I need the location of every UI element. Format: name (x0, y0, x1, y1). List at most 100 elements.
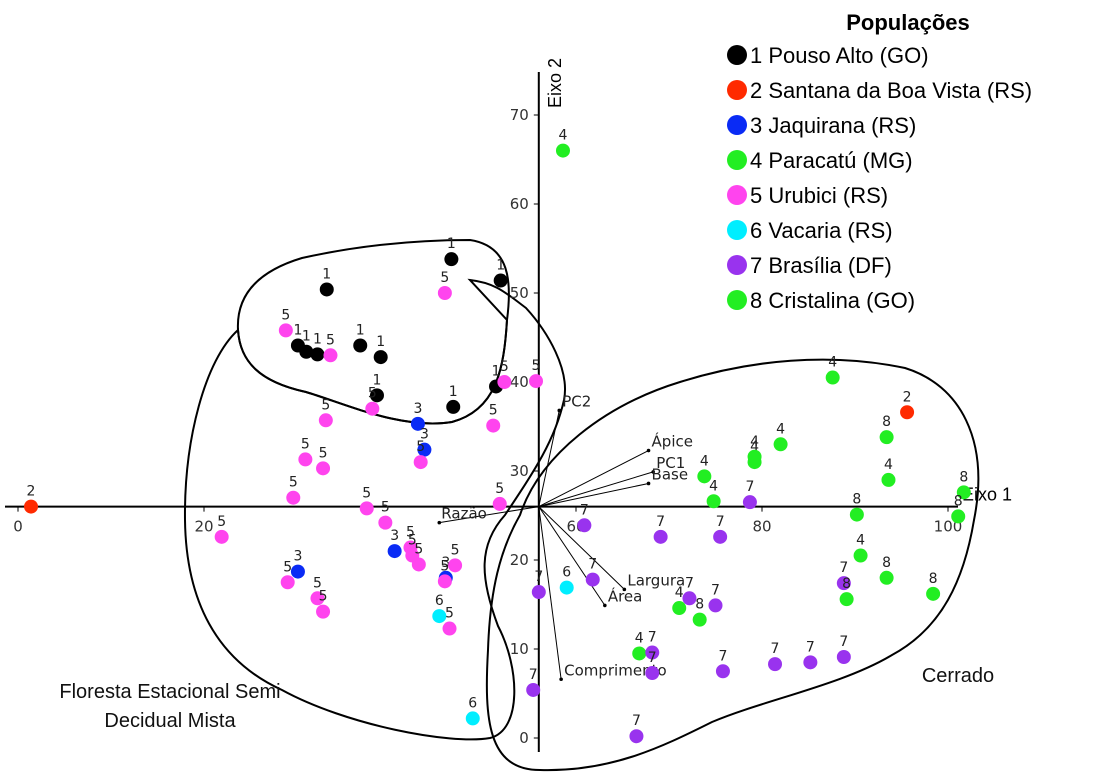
point-group-8 (839, 592, 854, 607)
point-group-3 (387, 544, 402, 559)
point-group-5 (318, 413, 333, 428)
point-label: 3 (420, 427, 429, 443)
point-label: 7 (632, 713, 641, 729)
point-group-2 (24, 499, 39, 514)
vector-tip (651, 470, 655, 474)
point-label: 3 (413, 401, 422, 417)
point-label: 3 (441, 555, 450, 571)
point-group-5 (298, 452, 313, 467)
point-label: 5 (406, 525, 415, 541)
vector-label: PC2 (562, 392, 591, 410)
point-group-5 (359, 501, 374, 516)
vector-comprimento (538, 506, 562, 680)
point-label: 7 (771, 641, 780, 657)
point-label: 5 (326, 332, 335, 348)
point-label: 7 (711, 582, 720, 598)
point-group-5 (529, 374, 544, 389)
point-group-8 (692, 612, 707, 627)
vector-área (538, 506, 606, 606)
vector-label: PC1 (656, 454, 685, 472)
point-label: 7 (588, 557, 597, 573)
point-label: 1 (376, 334, 385, 350)
point-group-4 (881, 472, 896, 487)
point-group-1 (319, 282, 334, 297)
point-group-7 (836, 576, 851, 591)
point-group-5 (278, 323, 293, 338)
point-label: 7 (648, 630, 657, 646)
y-tick-label: 0 (519, 729, 529, 747)
point-label: 5 (362, 485, 371, 501)
point-label: 4 (709, 478, 718, 494)
point-group-5 (286, 490, 301, 505)
vector-label: Ápice (652, 432, 693, 451)
point-label: 1 (302, 329, 311, 345)
point-group-8 (879, 570, 894, 585)
point-label: 5 (489, 403, 498, 419)
point-group-5 (437, 286, 452, 300)
point-group-5 (413, 455, 428, 470)
legend-swatch (727, 80, 747, 100)
point-label: 2 (27, 484, 36, 500)
vector-tip (437, 520, 442, 525)
point-label: 4 (750, 439, 759, 455)
point-group-1 (373, 350, 388, 365)
x-tick-label: 20 (194, 518, 213, 536)
legend-entry: 6 Vacaria (RS) (750, 218, 893, 243)
point-group-7 (526, 682, 541, 697)
legend-swatch (727, 290, 747, 310)
point-label: 3 (293, 549, 302, 565)
x-axis-title: Eixo 1 (962, 485, 1012, 505)
point-label: 1 (373, 372, 382, 388)
y-tick-label: 70 (510, 106, 529, 124)
point-label: 5 (321, 397, 330, 413)
vector-tip (646, 481, 651, 486)
vector-pc1 (538, 471, 654, 508)
vector-tip (646, 448, 651, 453)
point-label: 4 (750, 434, 759, 450)
point-label: 5 (532, 358, 541, 374)
point-group-4 (747, 449, 762, 464)
vector-largura (538, 506, 625, 590)
point-group-7 (653, 529, 668, 544)
point-group-7 (836, 650, 851, 665)
legend-swatch (727, 45, 747, 65)
region-label-floresta: Floresta Estacional Semi (59, 681, 280, 703)
point-label: 5 (368, 386, 377, 402)
hull-floresta (183, 278, 566, 741)
point-label: 5 (445, 606, 454, 622)
point-group-4 (706, 494, 721, 509)
point-group-7 (577, 518, 592, 533)
point-label: 8 (852, 492, 861, 508)
point-label: 5 (451, 542, 460, 558)
point-label: 4 (776, 421, 785, 437)
point-label: 7 (839, 634, 848, 650)
point-group-1 (493, 273, 508, 288)
point-label: 5 (217, 514, 226, 530)
point-label: 1 (322, 266, 331, 282)
point-label: 8 (959, 469, 968, 485)
legend-swatch (727, 255, 747, 275)
point-group-5 (411, 557, 426, 572)
point-group-2 (900, 405, 915, 420)
y-axis-title: Eixo 2 (545, 58, 565, 108)
point-label: 4 (828, 355, 837, 371)
point-group-4 (853, 548, 868, 563)
point-group-7 (742, 495, 757, 510)
point-label: 4 (675, 585, 684, 601)
point-group-5 (378, 515, 393, 530)
point-group-5 (486, 418, 501, 433)
point-label: 7 (685, 575, 694, 591)
point-group-8 (926, 586, 941, 601)
y-tick-label: 30 (510, 462, 529, 480)
point-label: 8 (882, 414, 891, 430)
point-label: 5 (414, 541, 423, 557)
point-label: 7 (648, 650, 657, 666)
point-label: 1 (492, 363, 501, 379)
point-label: 7 (745, 479, 754, 495)
point-label: 5 (416, 439, 425, 455)
point-group-7 (768, 657, 783, 672)
point-group-7 (645, 645, 660, 660)
legend-entry: 1 Pouso Alto (GO) (750, 43, 929, 68)
point-label: 6 (435, 593, 444, 609)
